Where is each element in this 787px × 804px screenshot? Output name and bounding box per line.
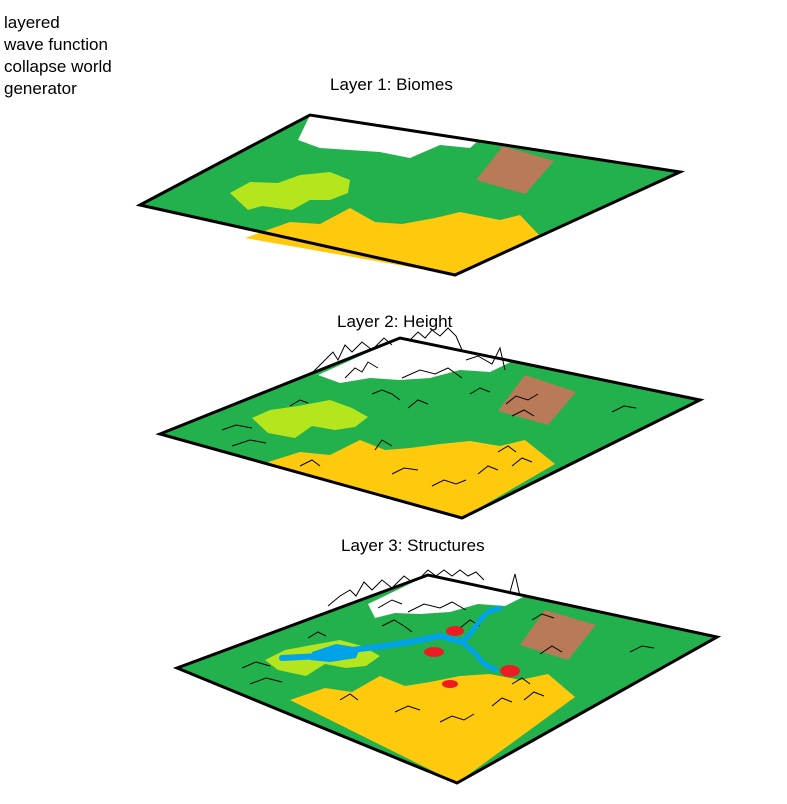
snow-biome (318, 338, 515, 383)
desert-biome (290, 674, 575, 783)
snow-biome (368, 575, 525, 618)
layer-3-label: Layer 3: Structures (341, 536, 485, 555)
layer-1-outline (135, 113, 686, 277)
layer-1-biomes-plane (135, 113, 686, 277)
layer-1-label: Layer 1: Biomes (330, 75, 453, 94)
structure-marker (424, 647, 444, 657)
mountain-biome (476, 146, 554, 194)
height-contour-lines (221, 327, 637, 487)
desert-biome (262, 440, 555, 518)
light-grass-biome (252, 400, 368, 438)
structure-marker (446, 626, 464, 636)
river-north-branch (459, 605, 503, 645)
diagram-title: layered wave function collapse world gen… (4, 13, 112, 98)
layer-3-outline (172, 573, 722, 785)
layer-3-structures-plane (172, 569, 722, 785)
structure-marker (442, 680, 458, 688)
light-grass-biome (230, 172, 350, 210)
mountain-biome (498, 375, 576, 425)
river-south-branch (459, 639, 499, 673)
grass-biome (160, 338, 700, 518)
structure-marker (500, 665, 520, 677)
layer-2-height-plane (155, 327, 705, 520)
structures (424, 626, 520, 688)
mountain-biome (520, 610, 596, 660)
layer-2-outline (155, 336, 705, 520)
snow-biome (298, 115, 488, 158)
height-contour-lines (241, 569, 655, 723)
layer-2-label: Layer 2: Height (337, 312, 453, 331)
lake (310, 644, 360, 662)
desert-biome (245, 208, 540, 275)
